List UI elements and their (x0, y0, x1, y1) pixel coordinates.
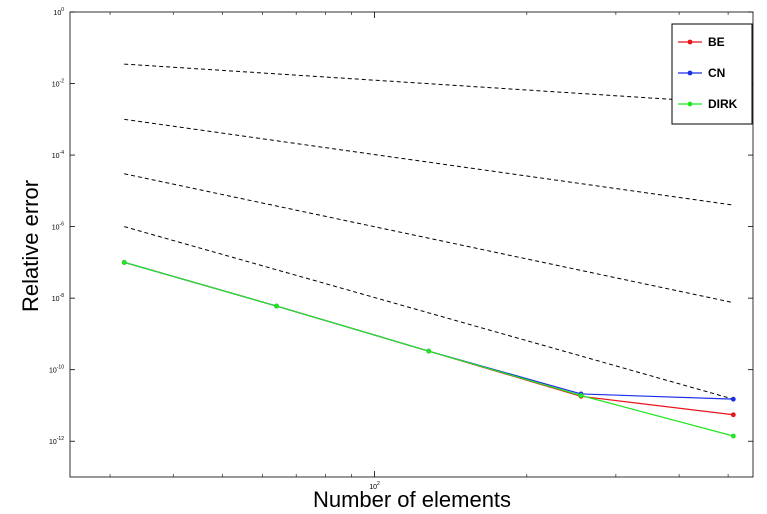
reference-line-4 (124, 226, 734, 400)
reference-slope-lines (124, 63, 734, 400)
x-axis-title: Number of elements (313, 487, 511, 512)
y-tick-label-3: 10-6 (52, 222, 64, 232)
legend-label-dirk: DIRK (708, 97, 738, 111)
legend-label-be: BE (708, 35, 725, 49)
reference-line-1 (124, 63, 734, 104)
y-axis-title: Relative error (18, 180, 43, 312)
y-tick-label-5: 10-10 (49, 365, 64, 375)
y-tick-label-6: 10-12 (49, 436, 64, 446)
y-tick-label-1: 10-2 (52, 79, 64, 89)
legend-marker-dirk (687, 101, 693, 107)
reference-line-3 (124, 173, 734, 304)
series-point-dirk-2 (426, 348, 432, 354)
series-point-dirk-4 (730, 433, 736, 439)
y-tick-label-4: 10-8 (52, 293, 64, 303)
series-point-dirk-0 (121, 259, 127, 265)
reference-line-2 (124, 118, 734, 206)
series-point-be-4 (730, 412, 736, 418)
series-point-dirk-1 (274, 303, 279, 309)
y-tick-label-2: 10-4 (52, 150, 64, 160)
legend-marker-cn (687, 70, 693, 76)
legend: BE CN DIRK (671, 23, 753, 125)
axis-ticks: 100 10-2 10-4 10-6 10-8 10-10 10-12 102 (49, 7, 753, 491)
series-point-dirk-3 (578, 393, 584, 398)
plot-area (69, 11, 754, 478)
x-tick-label-0: 102 (369, 481, 380, 491)
legend-label-cn: CN (708, 66, 725, 80)
legend-marker-be (687, 39, 693, 45)
data-series (121, 259, 736, 439)
series-point-cn-4 (730, 396, 736, 402)
legend-box (671, 23, 753, 125)
y-tick-label-0: 100 (53, 7, 64, 17)
